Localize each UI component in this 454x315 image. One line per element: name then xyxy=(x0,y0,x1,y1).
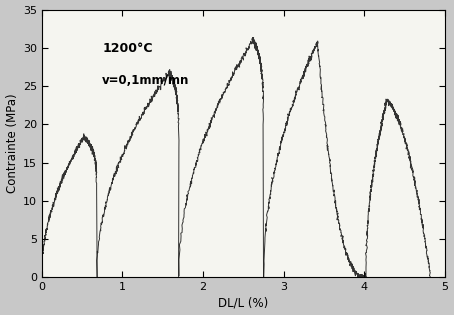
Text: 1200°C: 1200°C xyxy=(102,42,153,55)
Text: v=0,1mm/mn: v=0,1mm/mn xyxy=(102,74,190,87)
X-axis label: DL/L (%): DL/L (%) xyxy=(218,296,268,309)
Y-axis label: Contrainte (MPa): Contrainte (MPa) xyxy=(5,94,19,193)
